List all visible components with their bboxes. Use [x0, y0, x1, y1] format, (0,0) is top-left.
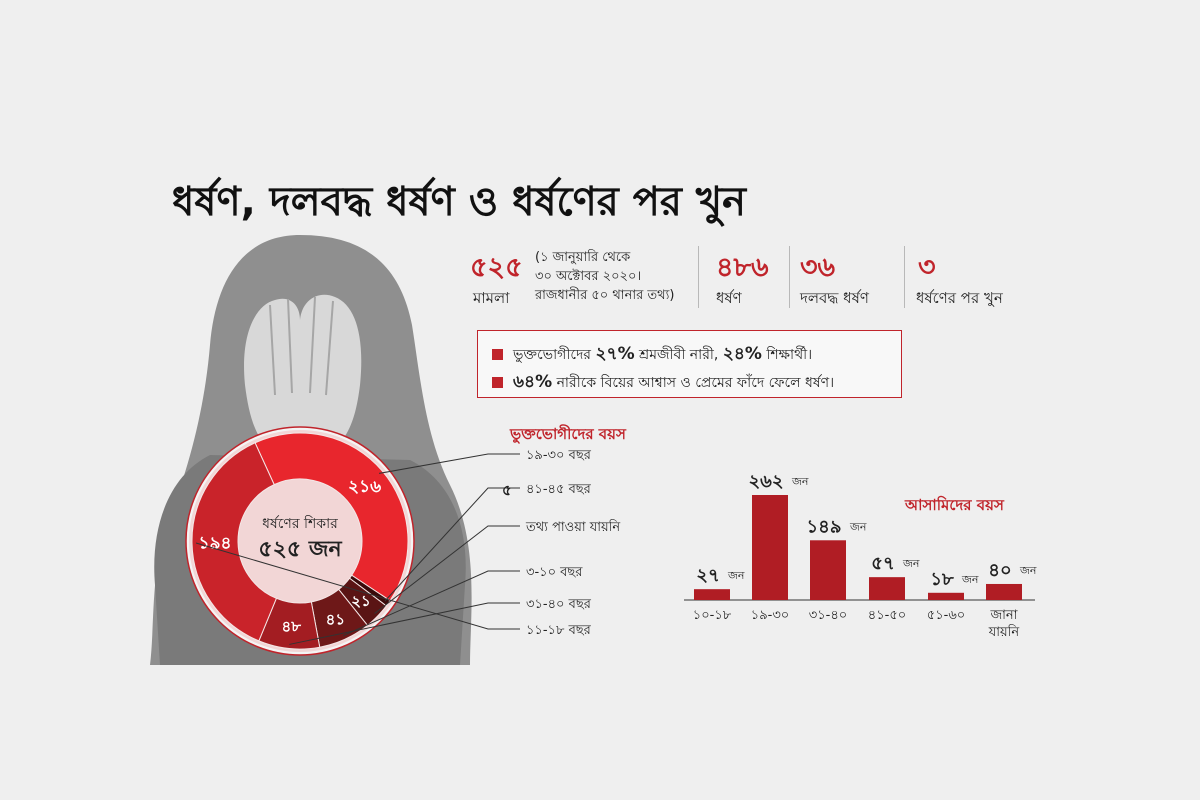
bar-value-label: ২৭ — [696, 565, 719, 586]
fact-highlight: ২৪% — [722, 344, 762, 364]
bar-unit-label: জন — [791, 475, 809, 488]
donut-leader-line — [289, 602, 520, 645]
bar — [986, 583, 1022, 600]
square-bullet-icon — [492, 377, 503, 388]
square-bullet-icon — [492, 349, 503, 360]
rape-number: ৪৮৬ — [716, 252, 769, 283]
donut-legend-label: ১৯-৩০ বছর — [526, 448, 592, 463]
donut-slice-label: ৫ — [502, 481, 512, 499]
donut-legend-label: ৪১-৪৫ বছর — [526, 482, 592, 497]
donut-center-value: ৫২৫ জন — [258, 537, 342, 562]
fact-text: শ্রমজীবী নারী, — [634, 347, 723, 363]
divider — [698, 246, 699, 308]
bar-unit-label: জন — [727, 569, 745, 582]
bar-value-label: ৫৭ — [871, 553, 894, 574]
donut-slice-label: ১৯৪ — [198, 534, 231, 554]
fact-line-1: ভুক্তভোগীদের ২৭% শ্রমজীবী নারী, ২৪% শিক্… — [492, 341, 812, 369]
fact-text: নারীকে বিয়ের আশ্বাস ও প্রেমের ফাঁদে ফেল… — [552, 375, 835, 391]
divider — [789, 246, 790, 308]
donut-title: ভুক্তভোগীদের বয়স — [510, 425, 626, 443]
bar-category-label: যায়নি — [988, 624, 1020, 640]
bar-category-label: জানা — [990, 608, 1018, 623]
donut-slice-label: ৪১ — [326, 610, 345, 628]
cases-label: মামলা — [473, 289, 510, 307]
fact-text: শিক্ষার্থী। — [761, 347, 813, 363]
fact-text: ভুক্তভোগীদের — [513, 347, 596, 363]
donut-center-label: ধর্ষণের শিকার — [262, 516, 338, 532]
donut-leader-line — [374, 525, 520, 614]
donut-legend-label: ১১-১৮ বছর — [526, 623, 592, 638]
bar — [869, 577, 905, 600]
donut-legend-label: ৩-১০ বছর — [526, 565, 583, 580]
donut-legend-label: তথ্য পাওয়া যায়নি — [525, 519, 620, 535]
rape-label: ধর্ষণ — [716, 289, 742, 307]
murder-number: ৩ — [918, 252, 936, 283]
bar-category-label: ১০-১৮ — [693, 608, 732, 623]
donut-leader-line — [378, 453, 520, 474]
cases-note-line: রাজধানীর ৫০ থানার তথ্য) — [535, 288, 675, 303]
divider — [904, 246, 905, 308]
bar — [752, 495, 788, 600]
bar-unit-label: জন — [849, 520, 867, 533]
bar-chart-title: আসামিদের বয়স — [905, 496, 1004, 514]
bar-value-label: ২৬২ — [748, 471, 783, 492]
bar-value-label: ৪০ — [988, 560, 1011, 581]
fact-highlight: ২৭% — [595, 344, 635, 364]
bar-category-label: ৪১-৫০ — [868, 608, 906, 623]
donut-leader-line — [343, 570, 520, 637]
fact-line-2: ৬৪% নারীকে বিয়ের আশ্বাস ও প্রেমের ফাঁদে… — [492, 369, 834, 397]
cases-number: ৫২৫ — [470, 252, 523, 283]
donut-slice-label: ২১৬ — [348, 477, 381, 497]
gang-rape-label: দলবদ্ধ ধর্ষণ — [800, 289, 869, 307]
donut-slice-label: ২১ — [351, 592, 371, 610]
bar-category-label: ৩১-৪০ — [809, 608, 847, 623]
gang-rape-number: ৩৬ — [800, 252, 836, 283]
fact-highlight: ৬৪% — [513, 372, 553, 392]
bar-unit-label: জন — [961, 573, 979, 586]
cases-note-line: ৩০ অক্টোবর ২০২০। — [535, 269, 642, 284]
donut-slice — [191, 442, 278, 642]
donut-leader-line — [195, 542, 520, 630]
bar — [694, 589, 730, 600]
donut-slice-label: ৪৮ — [281, 618, 301, 636]
bar-category-label: ১৯-৩০ — [751, 608, 789, 623]
bar-unit-label: জন — [1019, 564, 1037, 577]
bar-category-label: ৫১-৬০ — [927, 608, 965, 623]
page-title: ধর্ষণ, দলবদ্ধ ধর্ষণ ও ধর্ষণের পর খুন — [172, 179, 746, 225]
donut-legend-label: ৩১-৪০ বছর — [526, 597, 592, 612]
bar — [810, 540, 846, 600]
bar-value-label: ১৮ — [930, 569, 954, 590]
cases-note-line: (১ জানুয়ারি থেকে — [535, 250, 631, 265]
cases-note: (১ জানুয়ারি থেকে ৩০ অক্টোবর ২০২০। রাজধা… — [535, 248, 674, 305]
bar-unit-label: জন — [902, 557, 920, 570]
facts-box: ভুক্তভোগীদের ২৭% শ্রমজীবী নারী, ২৪% শিক্… — [477, 330, 902, 398]
bar — [928, 592, 964, 600]
donut-leader-line — [384, 487, 520, 602]
murder-label: ধর্ষণের পর খুন — [916, 289, 1003, 307]
bar-value-label: ১৪৯ — [806, 516, 841, 537]
